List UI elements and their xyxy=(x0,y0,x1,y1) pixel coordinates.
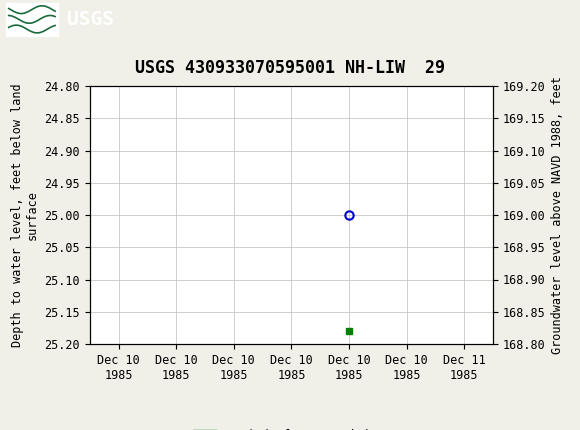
FancyBboxPatch shape xyxy=(6,3,58,36)
Text: USGS: USGS xyxy=(67,10,114,29)
Y-axis label: Groundwater level above NAVD 1988, feet: Groundwater level above NAVD 1988, feet xyxy=(551,76,564,354)
Text: USGS 430933070595001 NH-LIW  29: USGS 430933070595001 NH-LIW 29 xyxy=(135,59,445,77)
Y-axis label: Depth to water level, feet below land
surface: Depth to water level, feet below land su… xyxy=(11,83,39,347)
Legend: Period of approved data: Period of approved data xyxy=(188,424,394,430)
